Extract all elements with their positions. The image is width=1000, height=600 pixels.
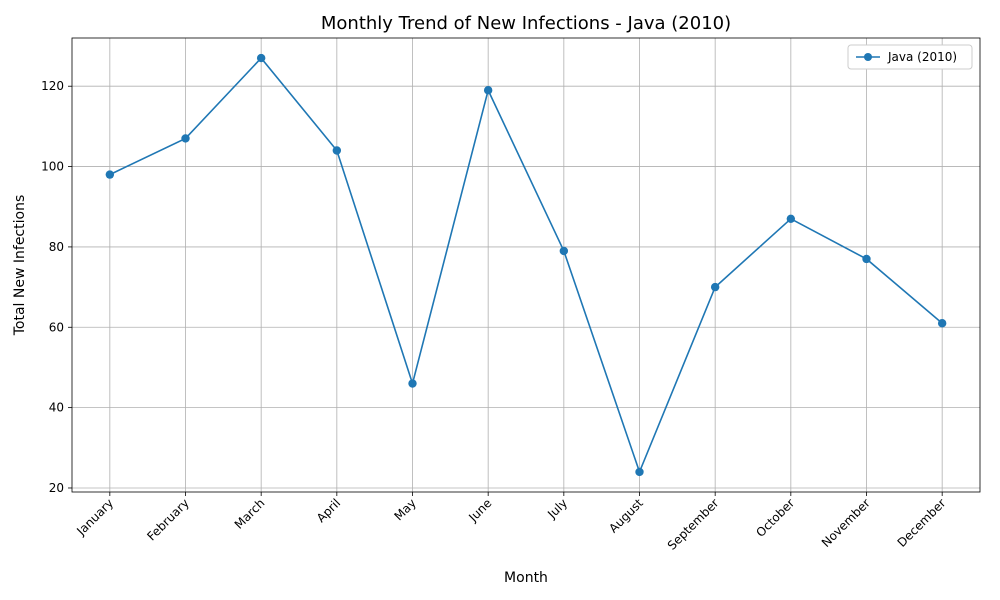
x-tick-label: October — [753, 496, 797, 540]
x-tick-label: January — [73, 496, 116, 539]
y-tick-label: 40 — [49, 401, 64, 415]
legend-marker — [864, 53, 872, 61]
x-axis-label: Month — [504, 570, 548, 586]
x-tick-label: December — [895, 496, 949, 550]
data-point — [483, 86, 493, 95]
chart-title: Monthly Trend of New Infections - Java (… — [321, 13, 731, 34]
data-point — [862, 254, 871, 264]
y-axis-label: Total New Infections — [12, 195, 28, 337]
data-point — [559, 246, 569, 256]
legend: Java (2010) — [847, 44, 973, 70]
y-tick-label: 60 — [49, 320, 64, 334]
x-tick-label: August — [606, 496, 646, 536]
series — [105, 53, 947, 477]
x-axis-ticks: January February March April May June July Augu… — [73, 492, 949, 553]
data-point — [635, 467, 644, 477]
data-point — [256, 53, 266, 63]
data-point — [408, 379, 417, 388]
data-point — [332, 146, 342, 155]
data-point — [786, 214, 796, 223]
data-point — [937, 319, 947, 328]
y-tick-label: 80 — [49, 240, 64, 254]
grid-lines — [72, 38, 980, 492]
x-tick-label: April — [314, 496, 343, 525]
y-tick-label: 120 — [41, 79, 64, 93]
y-axis-ticks: 20 40 60 80 100 120 — [41, 79, 72, 495]
x-tick-label: July — [544, 496, 570, 522]
y-tick-label: 20 — [49, 481, 64, 495]
x-tick-label: November — [819, 496, 873, 550]
plot-frame — [71, 37, 981, 493]
x-tick-label: May — [391, 496, 418, 523]
data-point — [105, 170, 115, 179]
data-point — [710, 282, 720, 292]
legend-label: Java (2010) — [887, 50, 957, 64]
x-tick-label: March — [232, 496, 268, 532]
x-tick-label: September — [665, 496, 722, 553]
x-tick-label: June — [465, 496, 494, 525]
legend-box — [847, 44, 973, 70]
series-line — [109, 56, 943, 475]
data-point — [181, 134, 190, 143]
x-tick-label: February — [144, 496, 192, 544]
y-tick-label: 100 — [41, 160, 64, 174]
